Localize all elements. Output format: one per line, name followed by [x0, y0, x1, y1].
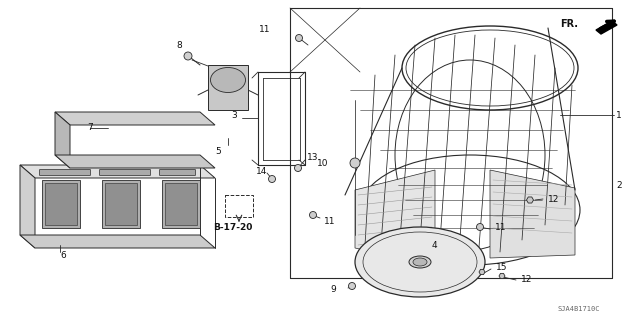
- Polygon shape: [20, 165, 215, 178]
- Text: 9: 9: [330, 285, 336, 293]
- Circle shape: [477, 224, 483, 231]
- Polygon shape: [20, 165, 35, 248]
- Text: FR.: FR.: [560, 19, 578, 29]
- Ellipse shape: [211, 68, 246, 93]
- Text: 11: 11: [259, 25, 270, 33]
- Polygon shape: [55, 112, 70, 168]
- Polygon shape: [527, 197, 534, 203]
- Ellipse shape: [409, 256, 431, 268]
- Polygon shape: [355, 170, 435, 265]
- Ellipse shape: [413, 258, 427, 266]
- Text: 8: 8: [176, 41, 182, 49]
- Text: 3: 3: [231, 112, 237, 121]
- Bar: [165, 183, 197, 225]
- Bar: [162, 180, 200, 228]
- Text: 12: 12: [548, 195, 559, 204]
- Circle shape: [294, 165, 301, 172]
- Polygon shape: [55, 112, 215, 125]
- Text: SJA4B1710C: SJA4B1710C: [557, 306, 600, 312]
- Polygon shape: [490, 170, 575, 258]
- Text: 12: 12: [521, 275, 532, 284]
- Polygon shape: [499, 273, 505, 278]
- Circle shape: [349, 283, 355, 290]
- Bar: [102, 180, 140, 228]
- Bar: [45, 183, 77, 225]
- Ellipse shape: [355, 227, 485, 297]
- Bar: [42, 180, 80, 228]
- Bar: [208, 65, 248, 110]
- Bar: [105, 183, 137, 225]
- Text: 4: 4: [432, 241, 438, 250]
- Text: 14: 14: [256, 167, 268, 175]
- Text: 13: 13: [307, 152, 319, 161]
- Polygon shape: [55, 155, 215, 168]
- Text: 10: 10: [317, 159, 328, 167]
- Circle shape: [269, 175, 275, 182]
- Polygon shape: [20, 235, 215, 248]
- Text: 2: 2: [616, 181, 621, 189]
- Bar: [225, 195, 253, 217]
- Text: 11: 11: [495, 222, 506, 232]
- Polygon shape: [479, 270, 485, 275]
- Circle shape: [184, 52, 192, 60]
- Text: B-17-20: B-17-20: [213, 224, 253, 233]
- Text: 15: 15: [496, 263, 508, 272]
- FancyBboxPatch shape: [159, 169, 195, 175]
- Circle shape: [350, 158, 360, 168]
- Text: 1: 1: [616, 110, 621, 120]
- Text: 11: 11: [324, 218, 335, 226]
- Text: 7: 7: [87, 122, 93, 131]
- Text: 5: 5: [215, 147, 221, 157]
- Text: 6: 6: [60, 250, 66, 259]
- FancyBboxPatch shape: [40, 169, 90, 175]
- Circle shape: [310, 211, 317, 219]
- Circle shape: [296, 34, 303, 41]
- Polygon shape: [596, 21, 617, 34]
- FancyBboxPatch shape: [99, 169, 150, 175]
